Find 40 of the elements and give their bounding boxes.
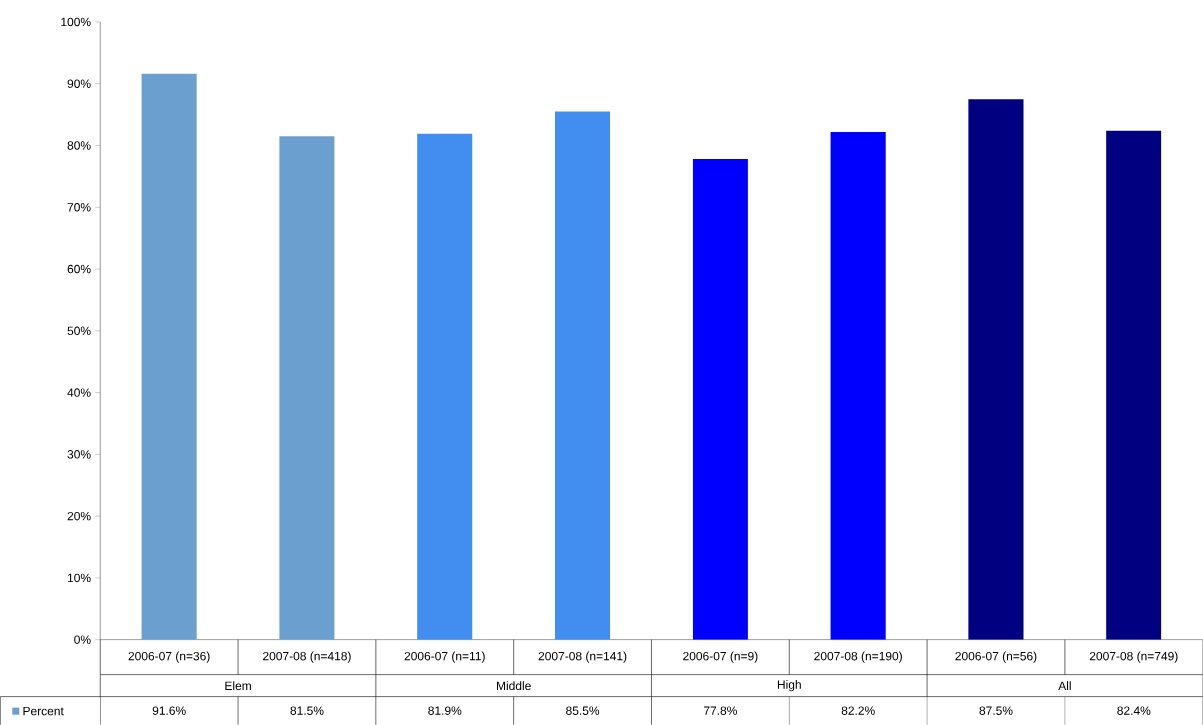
bar — [830, 131, 886, 640]
y-tick-label: 70% — [67, 203, 91, 212]
data-label: 82.2% — [841, 706, 875, 715]
y-tick-label: 60% — [67, 264, 91, 274]
bar — [554, 111, 611, 640]
x-tick-label: 2006-07 (n=9) — [683, 651, 758, 663]
bar — [141, 73, 197, 640]
y-tick-label: 40% — [67, 388, 91, 397]
data-label: 77.8% — [703, 706, 737, 715]
data-label: 91.6% — [152, 706, 186, 715]
legend-label: Percent — [23, 706, 64, 716]
x-tick-label: 2006-07 (n=11) — [404, 651, 485, 663]
data-label: 85.5% — [566, 706, 600, 715]
x-tick-label: 2007-08 (n=190) — [814, 651, 902, 663]
y-tick-label: 10% — [67, 573, 91, 583]
y-tick-label: 100% — [61, 17, 91, 27]
text: High — [777, 680, 801, 692]
data-label: 87.5% — [979, 706, 1013, 715]
data-label: 81.9% — [428, 706, 462, 715]
bar — [417, 133, 473, 640]
text: All — [1058, 681, 1071, 691]
y-tick-label: 0% — [74, 635, 91, 644]
bar — [692, 159, 748, 640]
text: Elem — [225, 681, 251, 691]
x-tick-label: 2007-08 (n=141) — [538, 651, 627, 663]
y-tick-label: 30% — [67, 450, 91, 459]
y-tick-label: 80% — [67, 141, 91, 150]
y-tick-label: 90% — [67, 79, 91, 89]
y-tick-label: 20% — [67, 511, 91, 521]
bar — [279, 136, 335, 640]
x-tick-label: 2006-07 (n=56) — [955, 651, 1037, 663]
text: Middle — [496, 681, 531, 691]
x-tick-label: 2006-07 (n=36) — [128, 651, 210, 663]
x-tick-label: 2007-08 (n=749) — [1089, 651, 1178, 663]
y-tick-label: 50% — [67, 326, 91, 336]
data-label: 81.5% — [290, 706, 324, 715]
data-label: 82.4% — [1117, 706, 1151, 715]
bar — [1106, 130, 1162, 640]
x-tick-label: 2007-08 (n=418) — [263, 651, 351, 663]
bar — [968, 99, 1024, 640]
